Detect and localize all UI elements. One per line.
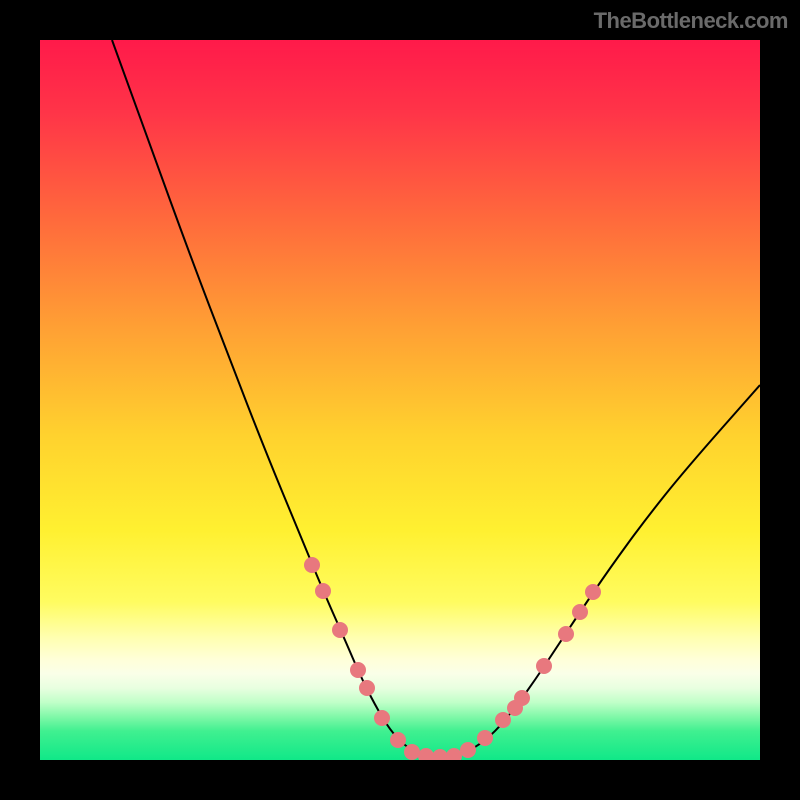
- data-marker: [514, 690, 530, 706]
- data-marker: [495, 712, 511, 728]
- data-marker: [558, 626, 574, 642]
- data-marker: [536, 658, 552, 674]
- data-marker: [460, 742, 476, 758]
- data-marker: [418, 748, 434, 760]
- chart-container: [40, 40, 760, 760]
- data-marker: [332, 622, 348, 638]
- data-marker: [315, 583, 331, 599]
- watermark-text: TheBottleneck.com: [594, 8, 788, 34]
- data-marker: [585, 584, 601, 600]
- data-marker: [350, 662, 366, 678]
- v-curve: [112, 40, 760, 757]
- data-marker: [477, 730, 493, 746]
- data-marker: [304, 557, 320, 573]
- data-marker: [446, 748, 462, 760]
- data-marker: [404, 744, 420, 760]
- data-marker: [432, 749, 448, 760]
- data-marker: [359, 680, 375, 696]
- data-marker: [572, 604, 588, 620]
- data-marker: [374, 710, 390, 726]
- markers-group: [304, 557, 601, 760]
- curve-layer: [40, 40, 760, 760]
- data-marker: [390, 732, 406, 748]
